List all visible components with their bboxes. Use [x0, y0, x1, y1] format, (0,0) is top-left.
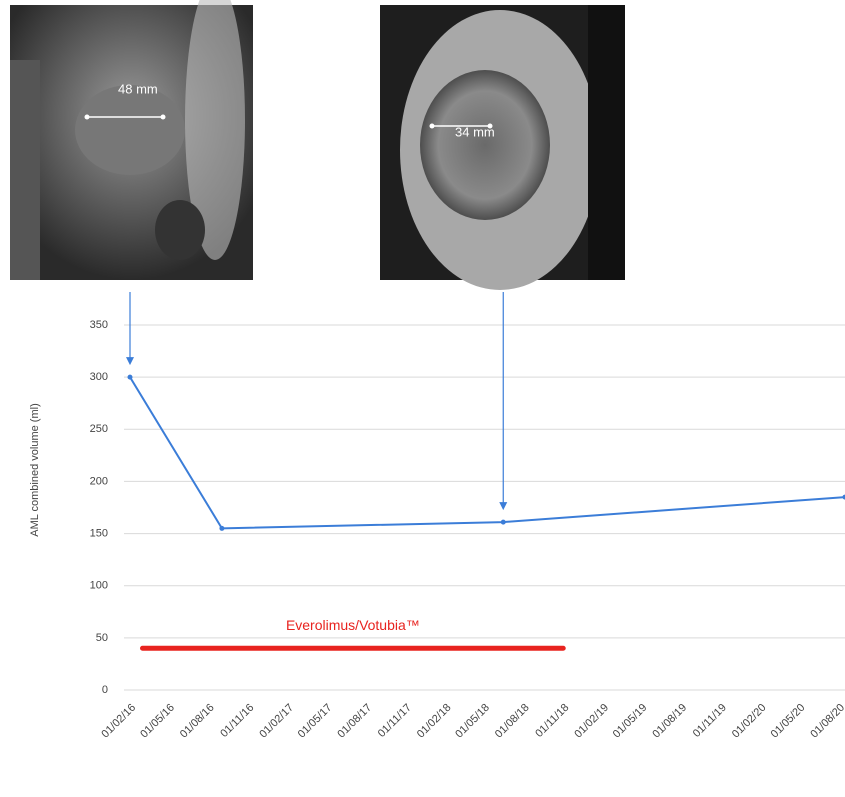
y-tick-label: 150: [90, 527, 108, 539]
data-point: [501, 520, 506, 525]
x-tick-label: 01/08/19: [650, 702, 689, 741]
data-line: [130, 377, 845, 528]
measurement: 34 mm: [455, 124, 495, 139]
figure: 48 mm 34 mm AML combined volume (ml) 0 50…: [0, 0, 845, 792]
y-tick-label: 100: [90, 580, 108, 592]
treatment-label: Everolimus/Votubia™: [286, 617, 420, 633]
x-tick-label: 01/05/16: [138, 702, 177, 741]
y-axis-label: AML combined volume (ml): [29, 403, 41, 536]
mri-image: 48 mm: [10, 0, 253, 280]
arrow-head: [499, 502, 507, 510]
data-point: [128, 375, 133, 380]
data-point: [219, 526, 224, 531]
x-tick-label: 01/08/20: [808, 702, 845, 741]
arrow-head: [126, 357, 134, 365]
y-tick-label: 300: [90, 371, 108, 383]
x-tick-label: 01/08/16: [178, 702, 217, 741]
x-tick-label: 01/08/17: [335, 702, 374, 741]
x-tick-label: 01/02/18: [415, 702, 454, 741]
x-tick-label: 01/02/17: [257, 702, 296, 741]
x-tick-label: 01/05/19: [611, 702, 650, 741]
x-tick-label: 01/05/17: [296, 702, 335, 741]
mri-image: 34 mm: [380, 5, 625, 290]
x-tick-label: 01/08/18: [493, 702, 532, 741]
x-tick-label: 01/05/18: [453, 702, 492, 741]
x-tick-label: 01/02/20: [730, 702, 769, 741]
y-tick-label: 350: [90, 319, 108, 331]
x-tick-label: 01/02/19: [572, 702, 611, 741]
x-tick-label: 01/11/16: [218, 702, 256, 740]
y-tick-label: 0: [102, 684, 108, 696]
x-tick-label: 01/05/20: [769, 702, 808, 741]
x-tick-label: 01/11/18: [533, 702, 571, 740]
x-tick-label: 01/11/19: [691, 702, 729, 740]
x-tick-label: 01/02/16: [99, 702, 138, 741]
x-tick-label: 01/11/17: [376, 702, 414, 740]
y-tick-label: 250: [90, 423, 108, 435]
measurement: 48 mm: [118, 81, 158, 96]
y-tick-label: 200: [90, 475, 108, 487]
y-tick-label: 50: [96, 632, 108, 644]
